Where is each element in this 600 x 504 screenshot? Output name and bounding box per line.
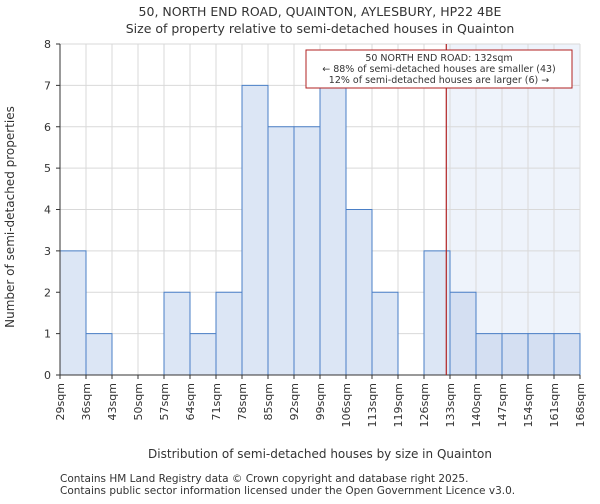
histogram-bar — [189, 333, 217, 376]
x-tick-label: 126sqm — [418, 383, 431, 427]
histogram-bar — [241, 84, 269, 376]
y-tick-label: 0 — [44, 369, 51, 382]
footer-licence: Contains public sector information licen… — [60, 485, 516, 497]
x-tick-label: 106sqm — [340, 383, 353, 427]
annotation-line-3: 12% of semi-detached houses are larger (… — [329, 75, 549, 86]
annotation-line-2: ← 88% of semi-detached houses are smalle… — [322, 64, 556, 75]
chart-subtitle: Size of property relative to semi-detach… — [126, 21, 515, 36]
x-tick-label: 78sqm — [236, 383, 249, 420]
y-tick-label: 8 — [44, 38, 51, 51]
bar-layer — [59, 84, 581, 376]
x-tick-label: 36sqm — [80, 383, 93, 420]
y-tick-label: 1 — [44, 328, 51, 341]
histogram-bar — [85, 333, 113, 376]
x-tick-label: 154sqm — [522, 383, 535, 427]
x-tick-label: 147sqm — [496, 383, 509, 427]
x-tick-label: 133sqm — [444, 383, 457, 427]
x-tick-label: 50sqm — [132, 383, 145, 420]
x-tick-label: 92sqm — [288, 383, 301, 420]
y-tick-label: 3 — [44, 245, 51, 258]
histogram-bar — [553, 333, 581, 376]
y-tick-label: 7 — [44, 79, 51, 92]
histogram-bar — [293, 126, 321, 376]
y-axis-label: Number of semi-detached properties — [3, 106, 17, 328]
x-tick-label: 99sqm — [314, 383, 327, 420]
y-tick-label: 6 — [44, 121, 51, 134]
x-tick-label: 113sqm — [366, 383, 379, 427]
annotation-box: 50 NORTH END ROAD: 132sqm ← 88% of semi-… — [305, 49, 573, 89]
x-tick-label: 71sqm — [210, 383, 223, 420]
x-tick-label: 64sqm — [184, 383, 197, 420]
x-axis-label: Distribution of semi-detached houses by … — [148, 447, 492, 461]
x-tick-label: 140sqm — [470, 383, 483, 427]
y-tick-label: 5 — [44, 162, 51, 175]
x-tick-label: 161sqm — [548, 383, 561, 427]
histogram-bar — [163, 291, 191, 376]
axis-layer: 0 1 2 3 4 5 6 7 8 29sqm 36sqm 43sqm 50sqm 57sqm 64sqm 7… — [44, 38, 587, 427]
histogram-bar — [501, 333, 529, 376]
histogram-bar — [527, 333, 555, 376]
histogram-bar — [475, 333, 503, 376]
x-tick-label: 85sqm — [262, 383, 275, 420]
histogram-bar — [319, 84, 347, 376]
x-tick-label: 119sqm — [392, 383, 405, 427]
histogram-bar — [59, 250, 87, 376]
y-tick-label: 4 — [44, 204, 51, 217]
x-tick-label: 57sqm — [158, 383, 171, 420]
annotation-line-1: 50 NORTH END ROAD: 132sqm — [365, 53, 512, 64]
x-tick-label: 29sqm — [54, 383, 67, 420]
histogram-bar — [371, 291, 399, 376]
x-tick-label: 43sqm — [106, 383, 119, 420]
histogram-bar — [345, 209, 373, 376]
y-tick-label: 2 — [44, 286, 51, 299]
footer-copyright: Contains HM Land Registry data © Crown c… — [60, 473, 469, 485]
x-tick-label: 168sqm — [574, 383, 587, 427]
histogram-bar — [267, 126, 295, 376]
chart-title: 50, NORTH END ROAD, QUAINTON, AYLESBURY,… — [139, 4, 502, 19]
histogram-bar — [449, 291, 477, 376]
annotation-border — [305, 49, 573, 89]
histogram-bar — [215, 291, 243, 376]
